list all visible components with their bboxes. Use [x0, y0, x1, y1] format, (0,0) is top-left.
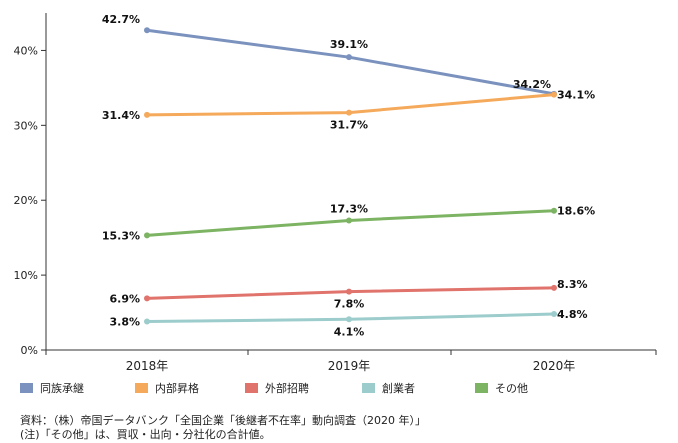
data-point	[144, 232, 150, 239]
chart-notes: 資料：（株）帝国データバンク「全国企業「後継者不在率」動向調査（2020 年）」…	[20, 414, 426, 442]
data-point	[551, 311, 557, 318]
data-point	[551, 207, 557, 214]
series-points	[144, 27, 557, 325]
data-point	[346, 316, 352, 323]
legend-item: 創業者	[362, 380, 415, 396]
data-label: 4.8%	[557, 308, 588, 321]
data-point	[346, 217, 352, 224]
legend-swatch	[20, 383, 33, 393]
legend-swatch	[475, 383, 488, 393]
data-label: 4.1%	[334, 325, 365, 338]
legend-label: 同族承継	[40, 382, 84, 395]
data-label: 31.7%	[330, 119, 368, 132]
y-tick-label: 40%	[14, 44, 38, 57]
y-tick-label: 20%	[14, 194, 38, 207]
y-tick-label: 30%	[14, 119, 38, 132]
footnote: (注)「その他」は、買収・出向・分社化の合計値。	[20, 428, 271, 441]
legend-swatch	[135, 383, 148, 393]
line-chart: 0% 10% 20% 30% 40% 2018年 2019年 2020年 42.7% 39.1%…	[14, 13, 657, 373]
data-point	[551, 91, 557, 98]
data-point	[346, 109, 352, 116]
source-note: 資料：（株）帝国データバンク「全国企業「後継者不在率」動向調査（2020 年）」	[20, 414, 427, 427]
data-label: 3.8%	[109, 316, 140, 329]
x-tick-label: 2018年	[126, 359, 169, 373]
data-label: 34.2%	[513, 78, 551, 91]
data-point	[144, 27, 150, 34]
data-point	[144, 295, 150, 302]
legend-swatch	[362, 383, 375, 393]
legend-item: 同族承継	[20, 380, 84, 396]
data-label: 8.3%	[557, 278, 588, 291]
data-label: 42.7%	[102, 13, 140, 26]
legend-item: その他	[475, 380, 528, 396]
y-tick-label: 10%	[14, 269, 38, 282]
y-tick-label: 0%	[21, 344, 38, 357]
legend-label: 内部昇格	[155, 382, 199, 395]
data-point	[346, 54, 352, 61]
data-point	[346, 288, 352, 295]
legend-label: 外部招聘	[265, 382, 309, 395]
chart-legend: 同族承継 内部昇格 外部招聘 創業者 その他	[20, 380, 660, 396]
legend-item: 内部昇格	[135, 380, 199, 396]
x-tick-label: 2020年	[533, 359, 576, 373]
data-labels: 42.7% 39.1% 34.2% 31.4% 31.7% 34.1% 6.9% 7.8% 8.…	[102, 13, 595, 338]
legend-swatch	[245, 383, 258, 393]
legend-item: 外部招聘	[245, 380, 309, 396]
data-label: 34.1%	[557, 89, 595, 102]
data-point	[144, 111, 150, 118]
data-label: 15.3%	[102, 229, 140, 242]
data-point	[144, 318, 150, 325]
data-label: 6.9%	[109, 292, 140, 305]
data-label: 7.8%	[334, 298, 365, 311]
legend-label: その他	[495, 382, 528, 395]
series-lines	[145, 28, 556, 324]
data-label: 18.6%	[557, 205, 595, 218]
x-tick-label: 2019年	[328, 359, 371, 373]
data-label: 17.3%	[330, 202, 368, 215]
data-label: 39.1%	[330, 38, 368, 51]
chart-axes: 0% 10% 20% 30% 40% 2018年 2019年 2020年	[14, 13, 657, 373]
legend-label: 創業者	[382, 382, 415, 395]
data-point	[551, 284, 557, 291]
data-label: 31.4%	[102, 109, 140, 122]
